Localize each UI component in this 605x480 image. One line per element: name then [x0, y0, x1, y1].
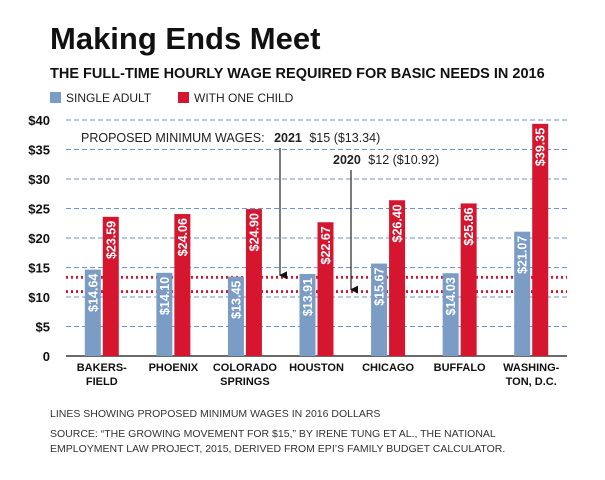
x-tick-label: HOUSTON	[289, 362, 344, 374]
y-tick-label: $5	[36, 320, 50, 335]
x-tick-label: COLORADO	[213, 362, 278, 374]
y-tick-label: $40	[28, 113, 50, 128]
chart-title: Making Ends Meet	[50, 21, 320, 56]
bar-with-one-child	[102, 216, 119, 356]
y-tick-label: $30	[28, 172, 50, 187]
bar-value-label: $14.64	[86, 274, 100, 312]
bar-single-adult	[227, 276, 244, 356]
bar-value-label: $24.06	[176, 218, 190, 256]
y-tick-label: $35	[28, 143, 50, 158]
legend-label-with-one-child: WITH ONE CHILD	[194, 91, 294, 105]
annotation-wage-2021: $15 ($13.34)	[309, 131, 380, 145]
bar-value-label: $39.35	[534, 128, 548, 166]
x-tick-label: SPRINGS	[220, 376, 270, 388]
bar-with-one-child	[389, 200, 406, 356]
bar-value-label: $15.67	[373, 268, 387, 306]
bar-value-label: $14.10	[158, 277, 172, 315]
y-tick-label: $20	[28, 231, 50, 246]
y-tick-label: $10	[28, 290, 50, 305]
bar-value-label: $21.07	[516, 236, 530, 274]
bar-value-label: $13.91	[301, 278, 315, 316]
annotation-year-2021: 2021	[274, 131, 302, 145]
bar-with-one-child	[532, 123, 549, 357]
annotation-line2: 2020 $12 ($10.92)	[333, 153, 439, 167]
bar-with-one-child	[317, 222, 334, 356]
annotation-line1: PROPOSED MINIMUM WAGES: 2021 $15 ($13.34…	[81, 131, 380, 145]
x-tick-label: CHICAGO	[362, 362, 414, 374]
bar-single-adult	[299, 273, 316, 356]
bar-single-adult	[514, 231, 531, 356]
x-tick-label: TON, D.C.	[506, 376, 557, 388]
bar-with-one-child	[460, 203, 477, 356]
chart-subtitle: THE FULL-TIME HOURLY WAGE REQUIRED FOR B…	[50, 66, 545, 82]
bar-value-label: $25.86	[462, 207, 476, 245]
legend-swatch-single-adult	[50, 92, 61, 103]
legend-swatch-with-one-child	[178, 92, 189, 103]
bar-single-adult	[84, 269, 101, 356]
bar-with-one-child	[245, 209, 262, 356]
source-line-1: SOURCE: “THE GROWING MOVEMENT FOR $15,” …	[50, 428, 496, 440]
bar-with-one-child	[174, 214, 191, 356]
bar-single-adult	[156, 272, 173, 356]
x-tick-label: FIELD	[86, 376, 118, 388]
bar-value-label: $24.90	[247, 213, 261, 251]
bar-value-label: $22.67	[319, 226, 333, 264]
source-line-2: EMPLOYMENT LAW PROJECT, 2015, DERIVED FR…	[50, 443, 505, 455]
footnote: LINES SHOWING PROPOSED MINIMUM WAGES IN …	[50, 408, 380, 420]
x-tick-label: BUFFALO	[434, 362, 486, 374]
y-tick-label: 0	[43, 349, 50, 364]
annotation-prefix: PROPOSED MINIMUM WAGES:	[81, 131, 265, 145]
bar-value-label: $26.40	[391, 204, 405, 242]
legend-label-single-adult: SINGLE ADULT	[66, 91, 152, 105]
x-tick-label: BAKERS-	[77, 362, 127, 374]
bar-value-label: $14.03	[444, 277, 458, 315]
bar-value-label: $13.45	[229, 281, 243, 319]
y-tick-label: $15	[28, 261, 50, 276]
annotation-wage-2020: $12 ($10.92)	[368, 153, 439, 167]
bar-single-adult	[442, 273, 459, 356]
x-tick-label: PHOENIX	[149, 362, 199, 374]
y-tick-label: $25	[28, 202, 50, 217]
annotation-year-2020: 2020	[333, 153, 361, 167]
bar-single-adult	[371, 263, 388, 356]
bar-value-label: $23.59	[104, 221, 118, 259]
x-tick-label: WASHING-	[503, 362, 560, 374]
